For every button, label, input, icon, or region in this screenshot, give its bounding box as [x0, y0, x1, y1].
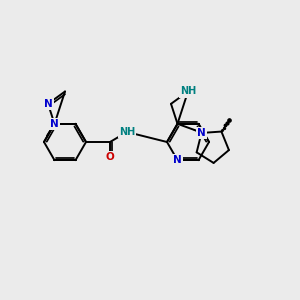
Text: NH: NH [119, 127, 135, 137]
Text: NH: NH [180, 86, 196, 97]
Text: N: N [50, 119, 59, 129]
Text: N: N [173, 155, 182, 165]
Text: O: O [106, 152, 114, 162]
Text: N: N [197, 128, 206, 138]
Text: N: N [44, 99, 52, 109]
